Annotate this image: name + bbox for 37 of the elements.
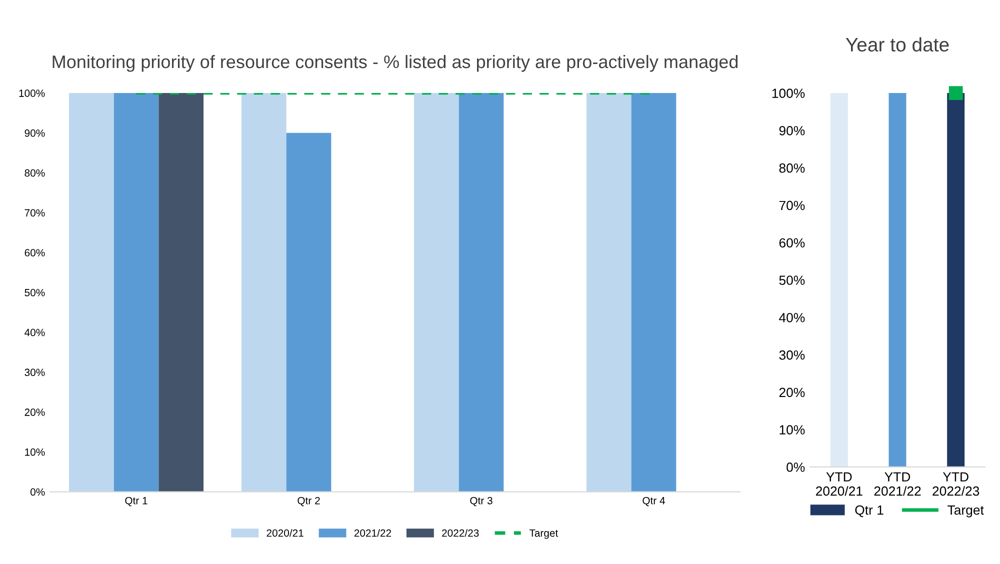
y-tick-label: 50%: [779, 276, 805, 285]
y-tick-label: 90%: [779, 126, 805, 136]
y-tick-label: 100%: [19, 90, 45, 97]
legend-label: Target: [948, 506, 984, 518]
x-tick-label: YTD 2020/21: [816, 472, 862, 496]
x-tick-label: Qtr 1: [125, 496, 148, 506]
y-tick-label: 90%: [24, 129, 45, 137]
y-tick-label: 30%: [779, 350, 805, 360]
y-tick-label: 20%: [24, 408, 45, 416]
legend-label: 2020/21: [266, 529, 304, 537]
chart-title: Year to date: [846, 37, 949, 52]
y-tick-label: 10%: [25, 448, 45, 456]
y-tick-label: 10%: [780, 425, 805, 435]
x-tick-label: Qtr 4: [642, 496, 666, 506]
y-tick-label: 40%: [24, 328, 45, 336]
x-tick-label: YTD 2022/23: [932, 472, 980, 496]
y-tick-label: 80%: [24, 169, 45, 177]
y-tick-label: 20%: [779, 388, 805, 398]
chart-title: Monitoring priority of resource consents - % listed as priority are pro-actively managed: [52, 54, 738, 72]
legend-label: 2021/22: [354, 529, 392, 537]
y-tick-label: 30%: [24, 368, 45, 376]
y-tick-label: 60%: [24, 249, 45, 256]
y-tick-label: 70%: [24, 209, 45, 217]
x-tick-label: YTD 2021/22: [874, 472, 921, 496]
legend-label: Qtr 1: [855, 505, 884, 518]
y-tick-label: 0%: [30, 488, 45, 496]
y-tick-label: 50%: [24, 288, 45, 296]
y-tick-label: 100%: [772, 88, 805, 98]
legend-label: 2022/23: [442, 529, 479, 537]
x-tick-label: Qtr 3: [470, 496, 492, 506]
y-tick-label: 0%: [786, 462, 805, 472]
y-tick-label: 70%: [779, 200, 805, 210]
legend-label: Target: [529, 529, 558, 539]
y-tick-label: 40%: [779, 312, 805, 322]
y-tick-label: 80%: [779, 163, 805, 173]
y-tick-label: 60%: [779, 238, 805, 248]
x-tick-label: Qtr 2: [298, 496, 320, 506]
